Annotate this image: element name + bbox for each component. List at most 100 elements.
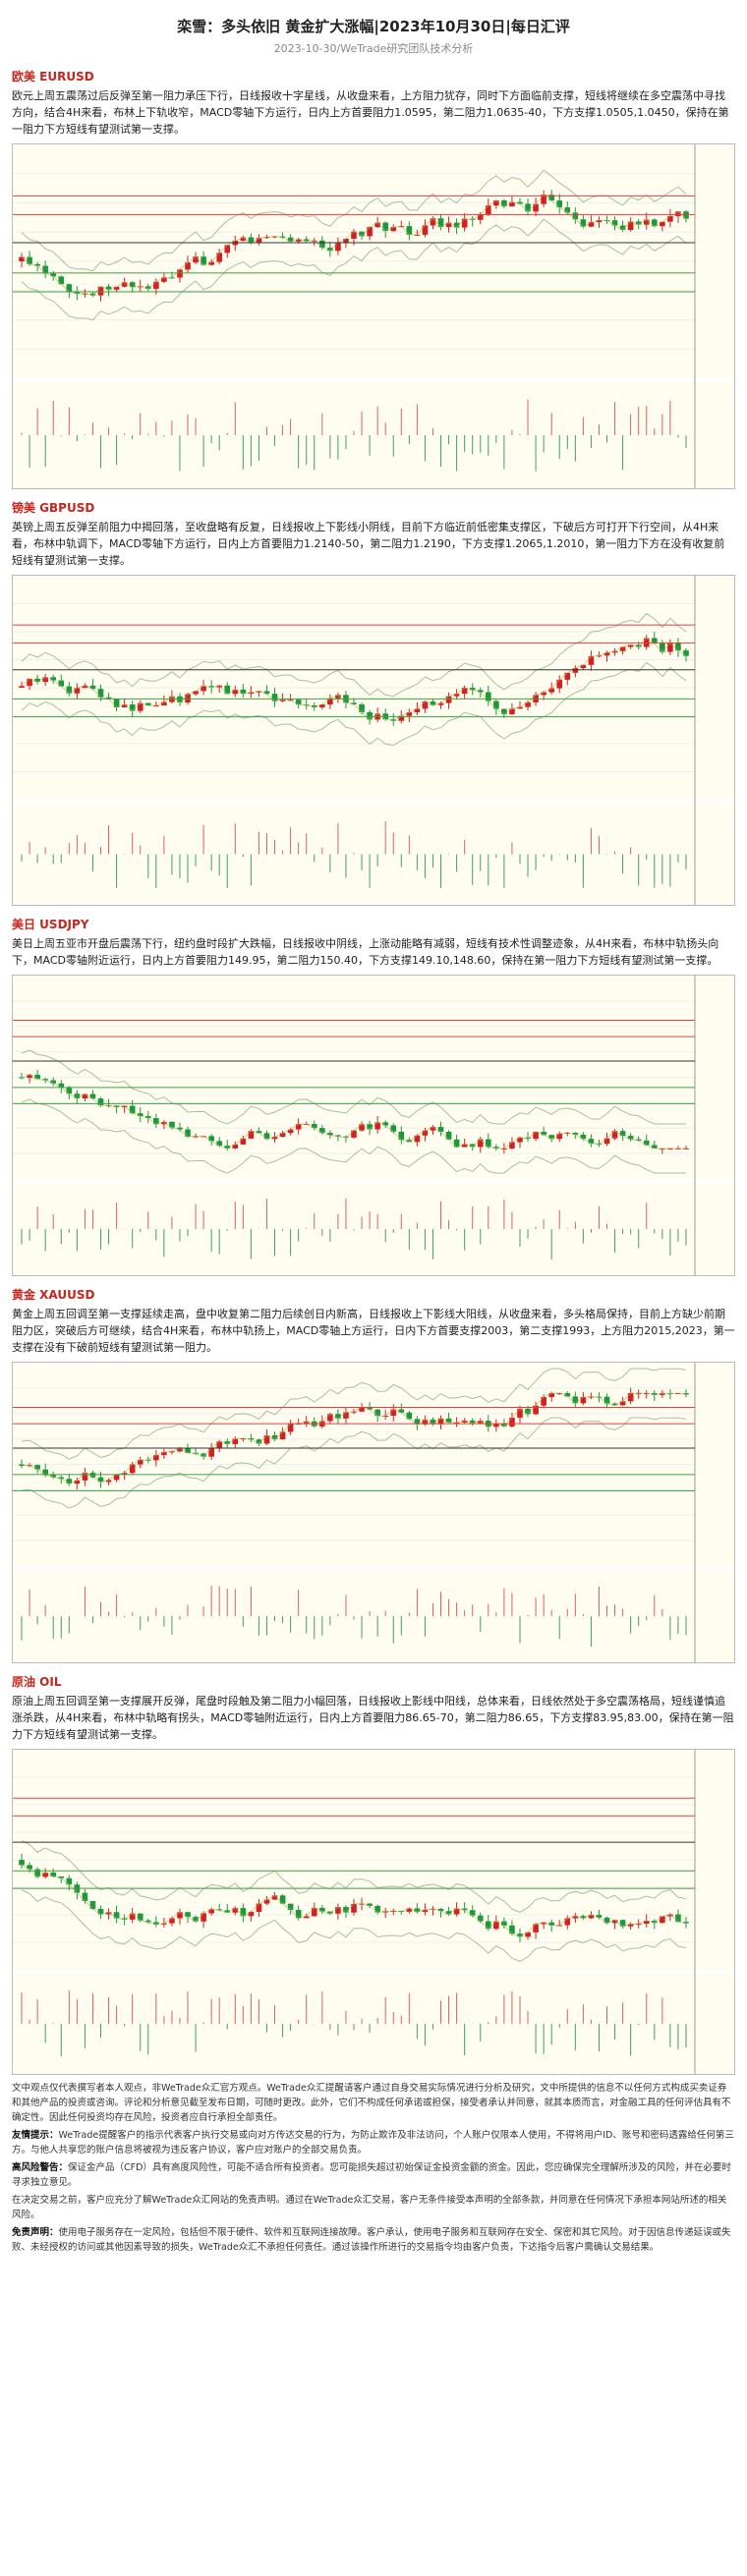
band-line	[21, 1074, 686, 1149]
candle-body	[437, 702, 444, 705]
candle-body	[318, 704, 325, 707]
candle-body	[556, 200, 563, 208]
candle-body	[185, 262, 191, 270]
candle-body	[651, 638, 658, 644]
candle-body	[185, 694, 191, 703]
candle-body	[34, 263, 40, 266]
candle-body	[129, 704, 136, 711]
candle-body	[611, 220, 618, 226]
candle-body	[588, 1139, 595, 1144]
candle-body	[153, 281, 159, 290]
candle-body	[113, 1105, 120, 1107]
candle-body	[611, 1403, 618, 1406]
candle-body	[256, 238, 262, 244]
band-line	[21, 1392, 687, 1484]
candle-body	[485, 1921, 491, 1930]
candle-body	[390, 1409, 397, 1416]
candle-body	[137, 1459, 144, 1465]
candle-body	[279, 700, 286, 701]
candle-body	[437, 1418, 444, 1425]
candle-body	[414, 234, 421, 236]
section-text: 英镑上周五反弹至前阻力中揭回落，至收盘略有反复，日线报收上下影线小阴线，目前下方…	[12, 521, 725, 567]
candle-body	[406, 1412, 413, 1420]
candle-body	[596, 1915, 603, 1918]
candle-body	[596, 220, 603, 223]
candle-body	[232, 1908, 239, 1913]
candle-body	[271, 694, 278, 701]
candle-body	[279, 1895, 286, 1904]
candle-body	[89, 1472, 96, 1478]
candle-body	[263, 691, 270, 695]
candle-body	[327, 1911, 333, 1914]
candle-body	[42, 677, 48, 683]
candle-body	[58, 1876, 65, 1878]
candle-body	[271, 1137, 278, 1140]
candle-body	[541, 1922, 546, 1925]
band-line	[21, 1888, 687, 1962]
candle-body	[279, 236, 286, 238]
candle-body	[461, 688, 468, 695]
candle-body	[627, 1393, 634, 1402]
candle-body	[50, 273, 57, 277]
candle-body	[667, 216, 673, 222]
candle-body	[216, 1441, 223, 1448]
candle-body	[517, 1137, 523, 1143]
candle-body	[627, 221, 634, 231]
candle-body	[651, 1920, 658, 1924]
section-text: 美日上周五亚市开盘后震荡下行，纽约盘时段扩大跌幅，日线报收中阴线，上涨动能略有减…	[12, 937, 719, 967]
candle-body	[295, 239, 302, 242]
price-chart	[12, 975, 735, 1276]
candle-body	[82, 685, 88, 689]
candle-body	[398, 1409, 405, 1413]
candle-body	[627, 644, 634, 647]
candle-body	[66, 1479, 73, 1484]
candle-body	[367, 227, 373, 237]
candle-body	[477, 214, 484, 220]
candle-body	[144, 1920, 151, 1923]
candle-body	[382, 222, 389, 232]
candle-body	[572, 667, 579, 673]
candle-body	[572, 1396, 579, 1404]
section-text: 原油上周五回调至第一支撑展开反弹，尾盘时段触及第二阻力小幅回落，日线报收上影线中…	[12, 1695, 734, 1741]
candle-body	[256, 691, 262, 693]
candle-body	[660, 221, 665, 227]
candle-body	[224, 245, 231, 253]
candle-body	[208, 1447, 214, 1457]
macd-panel	[13, 804, 734, 905]
candle-body	[105, 1480, 112, 1483]
candle-body	[169, 1121, 175, 1128]
candle-body	[58, 276, 65, 285]
candle-body	[422, 225, 429, 235]
candle-body	[501, 199, 507, 207]
macd-panel	[13, 382, 734, 488]
candle-body	[201, 686, 206, 692]
candle-body	[263, 1435, 270, 1444]
candle-body	[89, 1900, 96, 1910]
candle-body	[232, 1438, 239, 1444]
candle-body	[635, 1139, 642, 1141]
candle-body	[50, 1872, 57, 1876]
candle-body	[89, 1093, 96, 1099]
candle-body	[129, 1913, 136, 1920]
candle-body	[453, 1908, 460, 1915]
section-text: 黄金上周五回调至第一支撑延续走高，盘中收复第二阻力后续创日内新高，日线报收上下影…	[12, 1308, 735, 1354]
candle-body	[34, 1074, 40, 1080]
candle-body	[248, 1911, 255, 1917]
candle-body	[27, 678, 32, 687]
candle-body	[541, 1131, 546, 1136]
candle-body	[279, 1431, 286, 1439]
candle-body	[169, 1918, 175, 1924]
candle-body	[359, 704, 365, 712]
candle-body	[453, 1139, 460, 1148]
candle-body	[216, 252, 223, 262]
candle-body	[509, 1142, 515, 1148]
candle-body	[493, 1423, 499, 1428]
candle-body	[525, 1932, 531, 1937]
candle-body	[311, 705, 317, 707]
candle-body	[619, 1131, 626, 1137]
section-heading: 镑美 GBPUSD	[12, 501, 95, 515]
candle-body	[430, 218, 436, 226]
candle-body	[367, 711, 373, 720]
candle-body	[469, 1910, 476, 1916]
candle-body	[367, 1407, 373, 1410]
